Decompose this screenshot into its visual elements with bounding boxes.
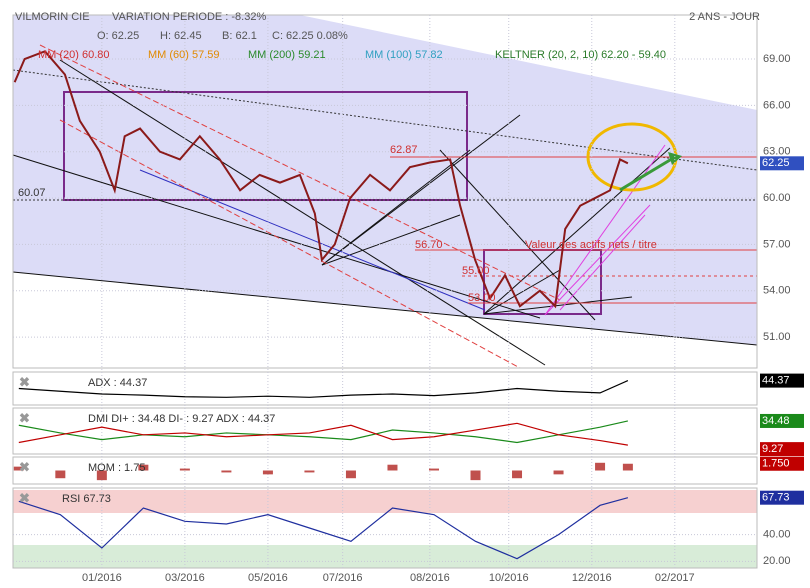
y-tick-label: 63.00 <box>763 146 791 158</box>
series-line <box>13 50 629 309</box>
x-tick-label: 10/2016 <box>489 572 529 584</box>
bar <box>96 470 107 481</box>
panel-title: MOM : 1.75 <box>88 462 145 474</box>
y-tick-label: 54.00 <box>763 285 791 297</box>
series-line <box>18 380 629 398</box>
bar <box>470 470 481 481</box>
legend-entry: O: 62.25 <box>97 30 139 42</box>
y-tick-label: 57.00 <box>763 238 791 250</box>
last-value-label: 1.750 <box>762 458 790 470</box>
x-tick-label: 01/2016 <box>82 572 122 584</box>
x-tick-label: 07/2016 <box>323 572 363 584</box>
legend-entry: KELTNER (20, 2, 10) 62.20 - 59.40 <box>495 49 666 61</box>
bar <box>179 468 190 471</box>
green-arrow-head <box>668 152 682 165</box>
x-tick-label: 08/2016 <box>410 572 450 584</box>
dotted-trend <box>12 69 758 171</box>
upper-blank <box>300 15 757 110</box>
last-value-box <box>760 413 804 428</box>
panel-title: RSI 67.73 <box>62 493 111 505</box>
bar <box>553 470 564 475</box>
y-tick-label: 51.00 <box>763 331 791 343</box>
last-value-label: 67.73 <box>762 492 790 504</box>
x-icon: ✖ <box>19 490 30 505</box>
last-value-box <box>760 490 804 505</box>
bar <box>428 468 439 471</box>
legend-entry: B: 62.1 <box>222 30 257 42</box>
y-tick-label: 69.00 <box>763 53 791 65</box>
y-tick-label: 20.00 <box>763 555 791 567</box>
annotation: 60.07 <box>18 187 46 199</box>
bar <box>595 462 606 471</box>
y-tick-label: 66.00 <box>763 99 791 111</box>
x-icon: ✖ <box>19 410 30 425</box>
legend-entry: MM (200) 59.21 <box>248 49 326 61</box>
last-value-label: 9.27 <box>762 443 783 455</box>
green-arrow <box>619 155 676 192</box>
x-icon: ✖ <box>19 459 30 474</box>
rsi-bands <box>13 490 757 513</box>
red-channel <box>39 44 561 301</box>
x-tick-label: 02/2017 <box>655 572 695 584</box>
bar <box>262 470 273 475</box>
series-line <box>18 497 629 560</box>
legend-entry: H: 62.45 <box>160 30 202 42</box>
panel-frames <box>12 14 758 569</box>
symbol: VILMORIN CIE <box>15 11 90 23</box>
legend-entry: MM (20) 60.80 <box>38 49 110 61</box>
last-value-label: 34.48 <box>762 415 790 427</box>
annotation: 55.00 <box>462 265 490 277</box>
bar <box>221 470 232 473</box>
bar <box>622 463 633 471</box>
series-line <box>18 420 629 444</box>
variation: VARIATION PERIODE : -8.32% <box>112 11 266 23</box>
annotation: 62.87 <box>390 144 418 156</box>
last-value-box <box>760 456 804 471</box>
y-tick-label: 40.00 <box>763 529 791 541</box>
panel-title: ADX : 44.37 <box>88 377 147 389</box>
rsi-band <box>13 545 757 568</box>
last-value-box <box>760 442 804 457</box>
annotation: 56.70 <box>415 239 443 251</box>
x-tick-label: 05/2016 <box>248 572 288 584</box>
x-tick-label: 03/2016 <box>165 572 205 584</box>
bar <box>512 470 523 479</box>
annotation: Valeur des actifs nets / titre <box>525 239 657 251</box>
bar <box>138 464 149 471</box>
x-icon: ✖ <box>19 374 30 389</box>
bar <box>13 466 24 471</box>
last-value-box <box>760 156 804 171</box>
bar <box>387 464 398 471</box>
series-line <box>18 422 628 446</box>
x-tick-label: 12/2016 <box>572 572 612 584</box>
bar <box>345 470 356 479</box>
blue-trend <box>139 169 486 311</box>
legend-entry: MM (60) 57.59 <box>148 49 220 61</box>
period: 2 ANS - JOUR <box>689 11 760 23</box>
last-value-label: 44.37 <box>762 375 790 387</box>
last-value-label: 62.25 <box>762 157 790 169</box>
panel-title: DMI DI+ : 34.48 DI- : 9.27 ADX : 44.37 <box>88 413 275 425</box>
legend-entry: C: 62.25 0.08% <box>272 30 348 42</box>
last-value-box <box>760 373 804 388</box>
lower-blank <box>13 272 757 368</box>
bar <box>304 470 315 473</box>
y-tick-label: 60.00 <box>763 192 791 204</box>
bar <box>55 470 66 479</box>
legend-entry: MM (100) 57.82 <box>365 49 443 61</box>
annotation: 53.00 <box>468 292 496 304</box>
